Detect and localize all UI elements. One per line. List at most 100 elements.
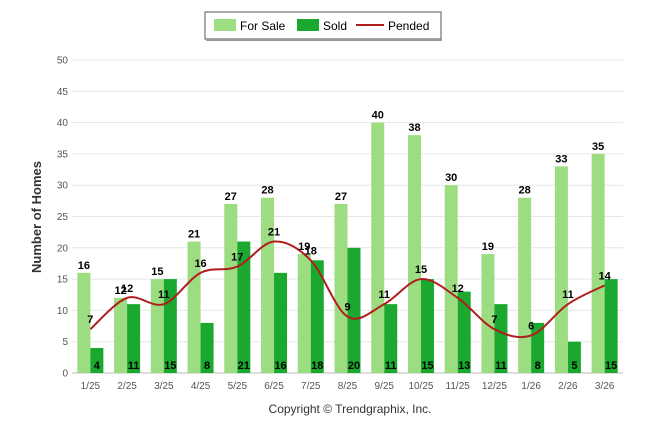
x-tick-label: 3/26 [595, 381, 615, 392]
y-tick-label: 50 [57, 56, 69, 67]
label-sold: 15 [421, 360, 433, 372]
legend-label-for-sale: For Sale [240, 19, 286, 33]
pended-line [89, 240, 606, 339]
label-sold: 20 [348, 360, 360, 372]
bar-for-sale [297, 254, 311, 373]
x-tick-label: 6/25 [264, 381, 284, 392]
label-pended: 15 [415, 264, 427, 276]
label-for-sale: 19 [482, 241, 494, 253]
label-sold: 13 [458, 360, 470, 372]
legend-label-pended: Pended [388, 19, 429, 33]
label-pended: 14 [599, 270, 612, 282]
label-pended: 7 [491, 314, 497, 326]
y-tick-label: 35 [57, 149, 69, 160]
bar-for-sale [444, 185, 458, 373]
x-tick-label: 3/25 [154, 381, 174, 392]
label-sold: 11 [385, 360, 397, 372]
bar-sold [420, 279, 434, 373]
bar-for-sale [554, 166, 568, 373]
label-sold: 18 [311, 360, 323, 372]
x-tick-label: 1/26 [521, 381, 541, 392]
x-tick-label: 5/25 [228, 381, 248, 392]
label-sold: 8 [535, 360, 541, 372]
label-pended: 11 [378, 289, 390, 301]
bar-for-sale [518, 197, 532, 373]
y-tick-label: 20 [57, 243, 69, 254]
label-sold: 21 [238, 360, 250, 372]
label-for-sale: 12 [114, 285, 126, 297]
bars [77, 122, 618, 373]
label-for-sale: 28 [519, 185, 531, 197]
bar-sold [567, 341, 581, 373]
label-for-sale: 35 [592, 141, 604, 153]
x-tick-label: 11/25 [446, 381, 471, 392]
bar-sold [494, 304, 508, 373]
label-for-sale: 38 [408, 122, 420, 134]
y-tick-label: 45 [57, 87, 69, 98]
bar-sold [310, 260, 324, 373]
label-for-sale: 19 [298, 241, 310, 253]
y-tick-label: 0 [62, 369, 68, 380]
label-sold: 8 [204, 360, 210, 372]
legend-swatch-for-sale [214, 19, 236, 31]
bar-for-sale [114, 297, 128, 373]
legend-swatch-sold [297, 19, 319, 31]
y-tick-label: 10 [57, 306, 69, 317]
label-for-sale: 16 [78, 260, 90, 272]
y-axis-title: Number of Homes [29, 161, 44, 273]
y-tick-label: 30 [57, 181, 69, 192]
bar-sold [457, 291, 471, 373]
label-for-sale: 21 [188, 229, 200, 241]
label-for-sale: 28 [261, 185, 273, 197]
label-sold: 11 [495, 360, 507, 372]
label-pended: 17 [231, 252, 243, 264]
bar-sold [237, 241, 251, 373]
label-sold: 4 [94, 360, 101, 372]
label-for-sale: 40 [372, 110, 384, 122]
label-pended: 6 [528, 320, 534, 332]
x-tick-label: 8/25 [338, 381, 358, 392]
label-sold: 16 [274, 360, 286, 372]
bar-for-sale [334, 203, 348, 373]
label-pended: 7 [87, 314, 93, 326]
bar-for-sale [77, 272, 91, 373]
y-tick-label: 25 [57, 212, 69, 223]
label-pended: 12 [452, 283, 464, 295]
legend-label-sold: Sold [323, 19, 347, 33]
bar-for-sale [407, 135, 421, 373]
bar-for-sale [371, 122, 385, 373]
bar-sold [90, 347, 104, 373]
x-tick-label: 1/25 [81, 381, 101, 392]
copyright-credit: Copyright © Trendgraphix, Inc. [269, 402, 432, 416]
x-tick-label: 7/25 [301, 381, 321, 392]
bar-for-sale [481, 254, 495, 373]
bar-for-sale [591, 153, 605, 373]
bar-for-sale [261, 197, 275, 373]
label-for-sale: 15 [151, 266, 163, 278]
label-pended: 18 [305, 245, 317, 257]
x-tick-label: 2/26 [558, 381, 578, 392]
bar-sold [274, 272, 288, 373]
label-pended: 16 [194, 258, 206, 270]
label-for-sale: 30 [445, 172, 457, 184]
label-sold: 15 [164, 360, 176, 372]
x-tick-label: 10/25 [408, 381, 433, 392]
x-axis-ticks: 1/25 2/25 3/25 4/25 5/25 6/25 7/25 8/25 9/25 10/2… [81, 381, 615, 392]
legend: For Sale Sold Pended [204, 11, 442, 41]
label-for-sale: 27 [335, 191, 347, 203]
bar-sold [604, 279, 618, 373]
y-tick-label: 15 [57, 275, 69, 286]
bar-sold [200, 322, 214, 373]
x-tick-label: 2/25 [117, 381, 137, 392]
bar-for-sale [150, 279, 164, 373]
bar-sold [384, 304, 398, 373]
x-tick-label: 9/25 [374, 381, 394, 392]
y-axis-ticks: 0 5 10 15 20 25 30 35 40 45 50 [57, 56, 69, 380]
pended-line-path [89, 240, 606, 339]
legend-box [204, 11, 442, 40]
label-pended: 12 [121, 283, 133, 295]
data-labels: 1647121112151511218162721172816211918182… [78, 110, 618, 372]
label-pended: 9 [344, 302, 350, 314]
label-for-sale: 33 [555, 153, 567, 165]
